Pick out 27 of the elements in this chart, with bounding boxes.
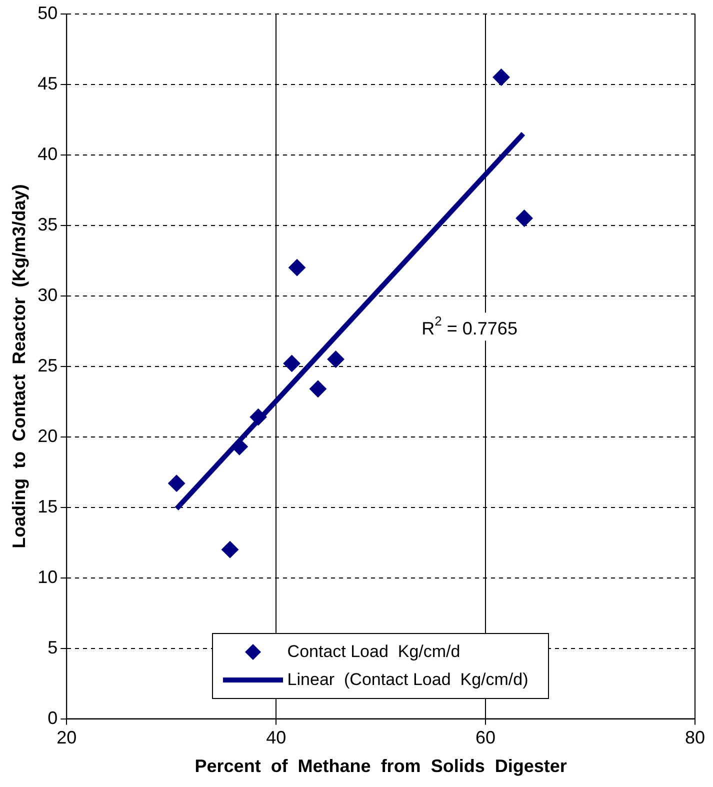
y-tick-label: 15 [38,496,58,516]
x-tick-label: 40 [266,728,286,748]
legend-label: Linear (Contact Load Kg/cm/d) [287,670,528,690]
y-axis-title: Loading to Contact Reactor (Kg/m3/day) [8,184,29,548]
y-tick-label: 45 [38,73,58,94]
point [516,210,533,227]
legend-label: Contact Load Kg/cm/d [287,642,460,662]
point [168,474,186,492]
y-tick-label: 20 [38,426,58,446]
point [283,354,300,372]
point [250,408,267,426]
y-tick-label: 0 [48,708,58,728]
point [492,68,510,86]
point [222,541,238,558]
x-tick-label: 60 [476,728,496,748]
y-tick-label: 5 [48,637,58,658]
y-tick-label: 25 [38,355,58,376]
x-tick-label: 80 [684,728,706,748]
y-tick-label: 35 [38,214,58,234]
x-axis-title: Percent of Methane from Solids Digester [194,756,567,776]
y-tick-label: 50 [38,2,58,23]
y-tick-label: 10 [38,566,58,587]
point [288,259,306,276]
y-tick-label: 30 [38,284,58,305]
point [309,380,326,398]
point [327,350,344,368]
y-tick-label: 40 [38,144,58,164]
